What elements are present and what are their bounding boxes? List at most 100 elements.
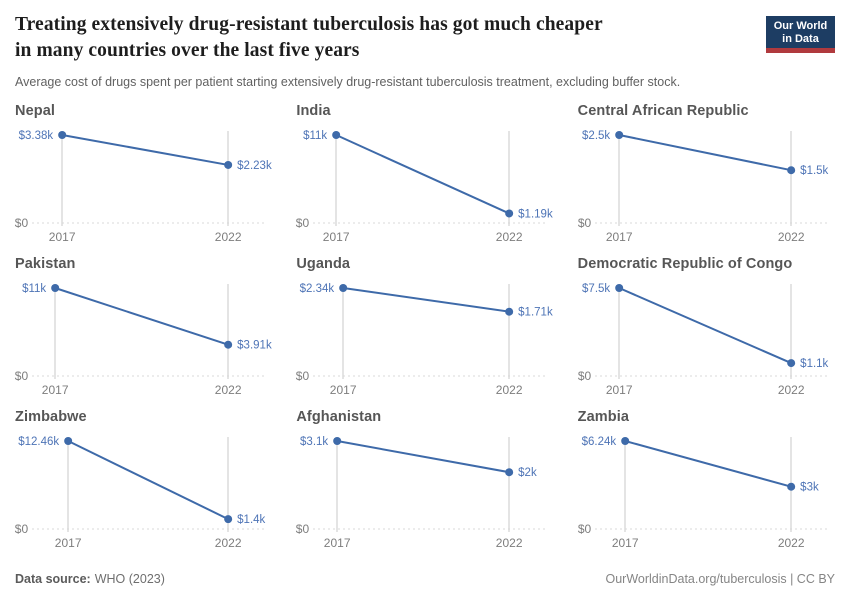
value-label-2022: $1.4k: [237, 514, 265, 526]
subplot-chart: $11k $1.19k $0 2017 2022: [296, 130, 553, 244]
subplot-india: India $11k $1.19k $0 2017 2022: [296, 103, 553, 252]
value-label-2022: $2.23k: [237, 160, 272, 172]
data-source-value: WHO (2023): [94, 572, 165, 586]
owid-logo-line2: in Data: [782, 32, 819, 45]
data-point-2022[interactable]: [224, 515, 233, 524]
year-tick-2017: 2017: [605, 383, 632, 397]
data-point-2022[interactable]: [786, 482, 795, 491]
footer: Data source: WHO (2023) OurWorldinData.or…: [15, 572, 835, 586]
value-label-2017: $2.34k: [300, 283, 335, 295]
subplot-uganda: Uganda $2.34k $1.71k $0 2017 2022: [296, 256, 553, 405]
data-point-2017[interactable]: [332, 131, 341, 139]
subplot-chart: $12.46k $1.4k $0 2017 2022: [15, 436, 267, 550]
year-tick-2022: 2022: [215, 536, 242, 550]
year-tick-2022: 2022: [496, 383, 523, 397]
subplot-country-title: Afghanistan: [296, 409, 382, 425]
data-source-label: Data source:: [15, 572, 91, 586]
subplot-chart: $3.1k $2k $0 2017 2022: [296, 436, 548, 550]
data-point-2022[interactable]: [224, 340, 233, 349]
data-line: [61, 134, 229, 166]
data-point-2022[interactable]: [505, 468, 514, 477]
data-point-2017[interactable]: [333, 437, 342, 445]
data-line: [336, 134, 510, 215]
value-label-2017: $3.38k: [19, 130, 54, 142]
data-line: [54, 287, 229, 346]
data-point-2017[interactable]: [620, 437, 629, 445]
zero-axis-label: $0: [15, 216, 29, 230]
year-tick-2017: 2017: [324, 536, 351, 550]
owid-logo-line1: Our World: [773, 20, 828, 32]
zero-axis-label: $0: [15, 369, 29, 383]
data-point-2017[interactable]: [614, 131, 623, 139]
subplot-chart: $2.34k $1.71k $0 2017 2022: [296, 283, 553, 397]
value-label-2022: $1.5k: [800, 165, 828, 177]
subplot-chart: $6.24k $3k $0 2017 2022: [577, 436, 829, 550]
year-tick-2017: 2017: [323, 230, 350, 244]
year-tick-2017: 2017: [330, 383, 357, 397]
year-tick-2022: 2022: [496, 536, 523, 550]
zero-axis-label: $0: [296, 522, 310, 536]
year-tick-2022: 2022: [777, 536, 804, 550]
value-label-2017: $11k: [303, 130, 327, 142]
value-label-2022: $3.91k: [237, 340, 272, 352]
zero-axis-label: $0: [577, 216, 591, 230]
data-line: [337, 440, 510, 474]
zero-axis-label: $0: [296, 369, 310, 383]
data-point-2017[interactable]: [64, 437, 73, 445]
subplot-zimbabwe: Zimbabwe $12.46k $1.4k $0 2017 2022: [15, 409, 272, 558]
year-tick-2017: 2017: [49, 230, 76, 244]
subplot-chart: $11k $3.91k $0 2017 2022: [15, 283, 272, 397]
data-source: Data source: WHO (2023): [15, 572, 165, 586]
subplot-chart: $7.5k $1.1k $0 2017 2022: [577, 283, 829, 397]
year-tick-2022: 2022: [777, 383, 804, 397]
value-label-2022: $1.71k: [518, 307, 553, 319]
subplot-country-title: Democratic Republic of Congo: [577, 256, 793, 272]
year-tick-2017: 2017: [605, 230, 632, 244]
value-label-2022: $2k: [518, 467, 537, 479]
subplot-country-title: Nepal: [15, 103, 55, 119]
value-label-2017: $2.5k: [582, 130, 610, 142]
value-label-2017: $7.5k: [582, 283, 610, 295]
year-tick-2022: 2022: [215, 230, 242, 244]
data-point-2017[interactable]: [614, 284, 623, 292]
value-label-2022: $1.19k: [518, 208, 553, 220]
data-point-2022[interactable]: [786, 166, 795, 175]
subplot-pakistan: Pakistan $11k $3.91k $0 2017 2022: [15, 256, 272, 405]
data-line: [343, 287, 510, 313]
data-point-2017[interactable]: [51, 284, 60, 292]
subplot-zambia: Zambia $6.24k $3k $0 2017 2022: [577, 409, 835, 558]
year-tick-2022: 2022: [496, 230, 523, 244]
data-point-2022[interactable]: [505, 209, 514, 218]
subplot-country-title: Zambia: [577, 409, 630, 425]
data-point-2022[interactable]: [505, 307, 514, 316]
small-multiples-grid: Nepal $3.38k $2.23k $0 2017 2022 India $11k $…: [15, 103, 835, 558]
page-subtitle: Average cost of drugs spent per patient …: [15, 75, 681, 89]
year-tick-2017: 2017: [55, 536, 82, 550]
value-label-2022: $3k: [800, 482, 819, 494]
subplot-chart: $3.38k $2.23k $0 2017 2022: [15, 130, 272, 244]
value-label-2022: $1.1k: [800, 358, 828, 370]
zero-axis-label: $0: [296, 216, 310, 230]
credit-line: OurWorldinData.org/tuberculosis | CC BY: [605, 572, 836, 586]
title-block: Treating extensively drug-resistant tube…: [15, 12, 680, 90]
subplot-chart: $2.5k $1.5k $0 2017 2022: [577, 130, 829, 244]
subplot-country-title: Pakistan: [15, 256, 76, 272]
value-label-2017: $11k: [22, 283, 46, 295]
value-label-2017: $3.1k: [300, 436, 328, 448]
data-point-2022[interactable]: [786, 359, 795, 368]
data-line: [67, 440, 229, 521]
data-line: [618, 287, 792, 365]
subplot-country-title: Uganda: [296, 256, 351, 272]
data-point-2017[interactable]: [58, 131, 67, 139]
year-tick-2022: 2022: [215, 383, 242, 397]
year-tick-2017: 2017: [42, 383, 69, 397]
data-point-2017[interactable]: [339, 284, 348, 292]
data-point-2022[interactable]: [224, 160, 233, 169]
zero-axis-label: $0: [577, 522, 591, 536]
subplot-central-african-republic: Central African Republic $2.5k $1.5k $0 201…: [577, 103, 835, 252]
subplot-democratic-republic-of-congo: Democratic Republic of Congo $7.5k $1.1k $…: [577, 256, 835, 405]
value-label-2017: $6.24k: [581, 436, 616, 448]
year-tick-2017: 2017: [611, 536, 638, 550]
subplot-nepal: Nepal $3.38k $2.23k $0 2017 2022: [15, 103, 272, 252]
